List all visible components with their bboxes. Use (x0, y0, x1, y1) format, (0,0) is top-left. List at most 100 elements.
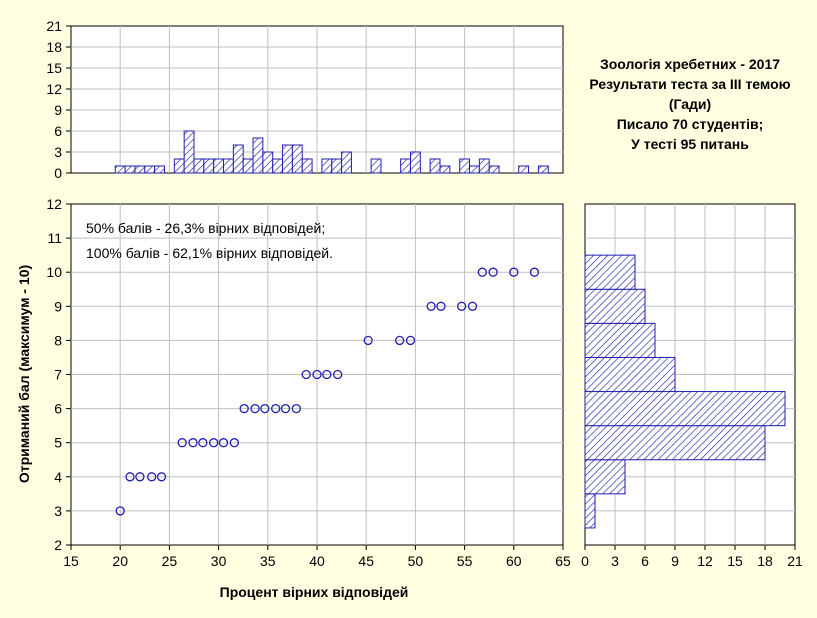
scatter-point (395, 335, 405, 346)
scatter-point (125, 472, 135, 482)
top-hist-y-tick-label: 12 (46, 81, 62, 97)
right-hist-bar (584, 391, 786, 427)
top-hist-bar (341, 151, 352, 174)
scatter-y-tick-label: 12 (46, 196, 62, 212)
scatter-point (135, 472, 145, 482)
scatter-point (198, 438, 208, 448)
top-hist-bar (478, 158, 490, 174)
top-hist-y-tick-label: 0 (54, 165, 62, 181)
x-axis-label: Процент вірних відповідей (220, 584, 409, 600)
title-line-3: (Гади) (669, 96, 711, 112)
scatter-y-tick-label: 2 (54, 537, 62, 553)
top-hist-bar (459, 158, 471, 174)
scatter-point (229, 438, 239, 448)
scatter-point (301, 369, 311, 380)
scatter-point (467, 301, 478, 311)
right-hist-bar (584, 425, 766, 461)
scatter-point (115, 506, 125, 516)
scatter-point (426, 301, 436, 311)
annotation-line-2: 100% балів - 62,1% вірних відповідей. (86, 245, 333, 261)
right-hist-bar (584, 288, 646, 324)
scatter-point (529, 267, 540, 277)
title-line-5: У тесті 95 питань (631, 136, 749, 152)
top-hist-y-tick-label: 6 (54, 123, 62, 139)
top-hist-bar (488, 165, 500, 174)
top-hist-bar (154, 165, 165, 174)
title-line-2: Результати теста за ІІІ темою (589, 76, 790, 92)
top-hist-bar (282, 144, 293, 174)
scatter-x-tick-label: 30 (211, 553, 227, 569)
scatter-x-tick-label: 25 (162, 553, 178, 569)
scatter-x-tick-label: 35 (260, 553, 276, 569)
scatter-y-tick-label: 7 (54, 367, 62, 383)
top-hist-bar (144, 165, 156, 174)
right-hist-x-tick-label: 12 (697, 553, 713, 569)
top-hist-bar (301, 158, 313, 174)
scatter-point (488, 267, 498, 277)
scatter-y-tick-label: 3 (54, 503, 62, 519)
scatter-x-tick-label: 45 (358, 553, 374, 569)
right-hist-x-tick-label: 6 (641, 553, 649, 569)
scatter-point (147, 472, 157, 482)
scatter-point (312, 369, 322, 380)
top-hist-bar (439, 165, 451, 174)
scatter-y-tick-label: 10 (46, 264, 62, 280)
right-hist-x-tick-label: 18 (757, 553, 773, 569)
scatter-point (209, 438, 219, 448)
scatter-y-tick-label: 9 (54, 298, 62, 314)
annotation-line-1: 50% балів - 26,3% вірних відповідей; (86, 220, 325, 236)
top-hist-bar (409, 151, 421, 174)
top-hist-bar (173, 158, 185, 174)
top-hist-bar (321, 158, 333, 174)
scatter-y-tick-label: 6 (54, 401, 62, 417)
top-hist-bar (331, 158, 343, 174)
scatter-y-tick-label: 5 (54, 435, 62, 451)
scatter-point (188, 438, 198, 448)
title-line-4: Писало 70 студентів; (617, 116, 764, 132)
scatter-point (218, 438, 229, 448)
scatter-point (333, 369, 343, 380)
right-hist-x-tick-label: 9 (671, 553, 679, 569)
right-hist-bar (584, 459, 626, 495)
scatter-point (271, 403, 281, 414)
top-hist-bar (124, 165, 136, 174)
scatter-point (363, 335, 373, 346)
top-hist-bar (537, 165, 549, 174)
top-hist-bar (193, 158, 205, 174)
scatter-point (405, 335, 416, 346)
scatter-point (156, 472, 167, 482)
right-hist-x-tick-label: 0 (581, 553, 589, 569)
top-hist-bar (213, 158, 225, 174)
top-hist-bar (518, 165, 530, 174)
scatter-y-tick-label: 4 (54, 469, 62, 485)
scatter-point (239, 403, 249, 414)
top-hist-y-tick-label: 3 (54, 144, 62, 160)
scatter-y-tick-label: 11 (47, 230, 62, 246)
top-hist-bar (370, 158, 382, 174)
right-hist-bar (584, 254, 636, 290)
top-hist-bar (232, 144, 244, 174)
right-hist-bar (584, 322, 656, 358)
scatter-point (477, 267, 487, 277)
scatter-x-tick-label: 50 (408, 553, 424, 569)
top-hist-bar (114, 165, 126, 174)
scatter-point (177, 438, 187, 448)
top-hist-y-tick-label: 15 (46, 60, 62, 76)
scatter-x-tick-label: 60 (506, 553, 522, 569)
top-hist-bar (469, 165, 480, 174)
scatter-x-tick-label: 15 (63, 553, 79, 569)
scatter-x-tick-label: 20 (112, 553, 128, 569)
top-hist-bar (429, 158, 441, 174)
top-hist-bar (242, 158, 254, 174)
top-hist-y-tick-label: 18 (46, 39, 62, 55)
right-hist-x-tick-label: 15 (727, 553, 743, 569)
scatter-point (456, 301, 467, 311)
top-hist-y-tick-label: 9 (54, 102, 62, 118)
top-hist-bar (134, 165, 146, 174)
right-hist-x-tick-label: 3 (611, 553, 619, 569)
top-hist-bar (400, 158, 411, 174)
scatter-point (260, 403, 270, 414)
top-hist-bar (203, 158, 215, 174)
scatter-x-tick-label: 65 (555, 553, 571, 569)
title-line-1: Зоологія хребетних - 2017 (600, 56, 780, 72)
